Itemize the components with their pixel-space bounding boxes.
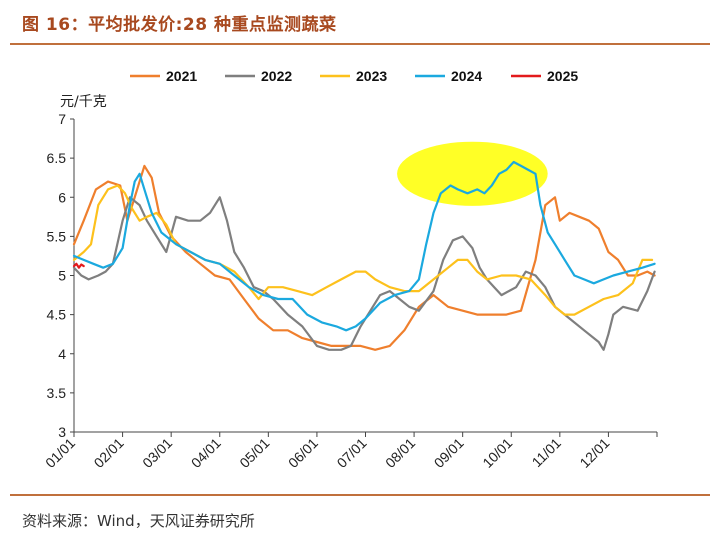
x-tick-label: 01/01 <box>42 435 78 471</box>
line-chart: 3 3.5 4 4.5 5 5.5 6 6.5 7 01/01 02/01 03/01 04/01 05/… <box>42 68 658 471</box>
y-tick-label: 6 <box>58 189 66 205</box>
annotation-layer <box>397 141 548 206</box>
series-layer <box>72 160 656 351</box>
axes-layer: 3 3.5 4 4.5 5 5.5 6 6.5 7 01/01 02/01 03/01 04/01 05/… <box>42 111 658 471</box>
x-tick-label: 06/01 <box>285 435 321 471</box>
highlight-ellipse <box>397 141 548 206</box>
source-divider <box>10 494 710 496</box>
y-tick-label: 7 <box>58 111 66 127</box>
legend-label-2021: 2021 <box>166 68 197 84</box>
legend-label-2024: 2024 <box>451 68 482 84</box>
source-note: 资料来源：Wind，天风证券研究所 <box>22 512 255 530</box>
y-tick-label: 5.5 <box>47 228 67 244</box>
y-tick-label: 4 <box>58 346 66 362</box>
x-tick-label: 12/01 <box>576 435 612 471</box>
legend-label-2023: 2023 <box>356 68 387 84</box>
title-divider <box>10 43 710 45</box>
series-line-2022 <box>72 196 656 351</box>
x-tick-label: 02/01 <box>91 435 127 471</box>
x-tick-label: 03/01 <box>139 435 175 471</box>
x-tick-label: 10/01 <box>479 435 515 471</box>
y-axis-unit-label: 元/千克 <box>60 94 107 110</box>
x-tick-label: 08/01 <box>382 435 418 471</box>
legend-label-2025: 2025 <box>547 68 578 84</box>
series-line-2025 <box>72 262 85 269</box>
x-tick-label: 11/01 <box>529 435 565 471</box>
x-tick-label: 05/01 <box>236 435 272 471</box>
x-tick-label: 04/01 <box>188 435 224 471</box>
y-tick-label: 6.5 <box>47 150 67 166</box>
series-line-2021 <box>72 164 656 351</box>
series-line-2024 <box>72 160 656 332</box>
x-tick-label: 09/01 <box>431 435 467 471</box>
legend-layer: 2021 2022 2023 2024 2025 <box>130 68 578 84</box>
series-line-2023 <box>72 184 654 316</box>
y-tick-label: 3.5 <box>47 385 67 401</box>
x-tick-label: 07/01 <box>334 435 370 471</box>
legend-label-2022: 2022 <box>261 68 292 84</box>
figure-title: 图 16：平均批发价:28 种重点监测蔬菜 <box>22 15 337 35</box>
y-tick-label: 4.5 <box>47 307 67 323</box>
y-tick-label: 5 <box>58 268 66 284</box>
y-tick-label: 3 <box>58 424 66 440</box>
